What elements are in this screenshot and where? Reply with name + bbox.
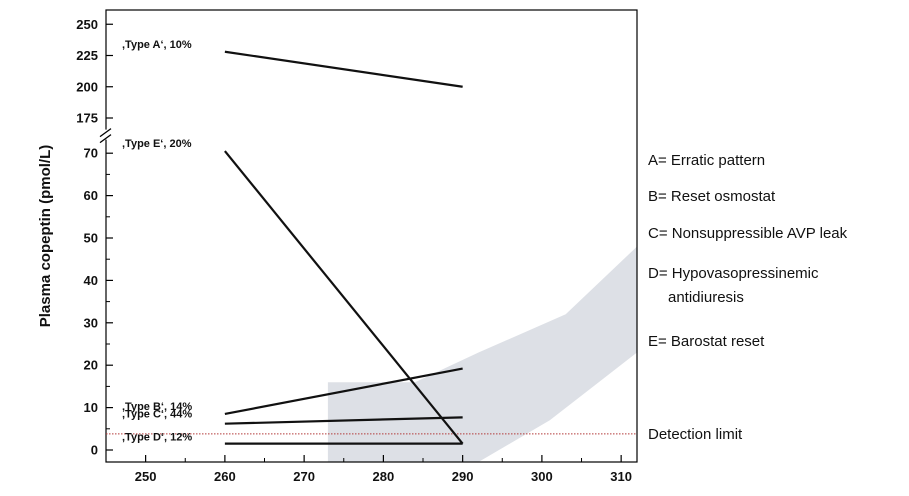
x-tick-label: 290 (452, 469, 474, 484)
series-label-3: ,Type C‘, 44% (122, 409, 192, 421)
y-tick-label: 200 (76, 79, 98, 94)
series-label-0: ,Type A‘, 10% (122, 39, 192, 51)
legend: A= Erratic pattern B= Reset osmostat C= … (648, 152, 848, 443)
normal-range-band (327, 246, 637, 462)
legend-item-e: E= Barostat reset (648, 333, 765, 350)
x-axis-ticks: 250 260 270 280 290 300 310 (135, 455, 632, 484)
x-tick-label: 250 (135, 469, 157, 484)
y-tick-label: 20 (84, 358, 98, 373)
y-tick-label: 10 (84, 400, 98, 415)
legend-item-b: B= Reset osmostat (648, 188, 776, 205)
y-tick-label: 70 (84, 146, 98, 161)
series-line-0 (224, 50, 463, 88)
y-axis-break-mark (99, 128, 112, 144)
legend-item-d: D= Hypovasopressinemic (648, 265, 819, 282)
y-tick-label: 0 (91, 443, 98, 458)
y-tick-label: 50 (84, 231, 98, 246)
series-label-2: ,Type B‘, 14% (122, 401, 192, 413)
plot-frame (105, 9, 638, 463)
y-axis-ticks: 0 10 20 30 40 50 60 70 175 200 225 250 (76, 17, 113, 458)
x-tick-label: 310 (610, 469, 632, 484)
y-axis-title: Plasma copeptin (pmol/L) (37, 145, 54, 328)
x-tick-label: 260 (214, 469, 236, 484)
y-tick-label: 60 (84, 188, 98, 203)
axis-break-gap (103, 129, 109, 140)
x-tick-label: 300 (531, 469, 553, 484)
y-tick-label: 40 (84, 273, 98, 288)
y-tick-label: 175 (76, 111, 98, 126)
series-label-4: ,Type D‘, 12% (122, 432, 192, 444)
x-tick-label: 280 (373, 469, 395, 484)
legend-item-d-continued: antidiuresis (668, 289, 744, 306)
y-tick-label: 225 (76, 48, 98, 63)
legend-item-a: A= Erratic pattern (648, 152, 765, 169)
axis-break-slash-upper (99, 128, 112, 138)
series-line-1 (224, 150, 464, 445)
legend-item-c: C= Nonsuppressible AVP leak (648, 225, 848, 242)
series-labels: ,Type A‘, 10% ,Type E‘, 20% ,Type B‘, 14%,… (122, 39, 192, 444)
series-label-1: ,Type E‘, 20% (122, 138, 192, 150)
axis-break-slash-lower (99, 134, 112, 144)
series-line-2 (224, 367, 463, 416)
series-line-3 (224, 416, 463, 425)
series-lines (224, 50, 464, 445)
detection-limit-label: Detection limit (648, 426, 743, 443)
y-tick-label: 30 (84, 315, 98, 330)
y-tick-label: 250 (76, 17, 98, 32)
x-tick-label: 270 (293, 469, 315, 484)
